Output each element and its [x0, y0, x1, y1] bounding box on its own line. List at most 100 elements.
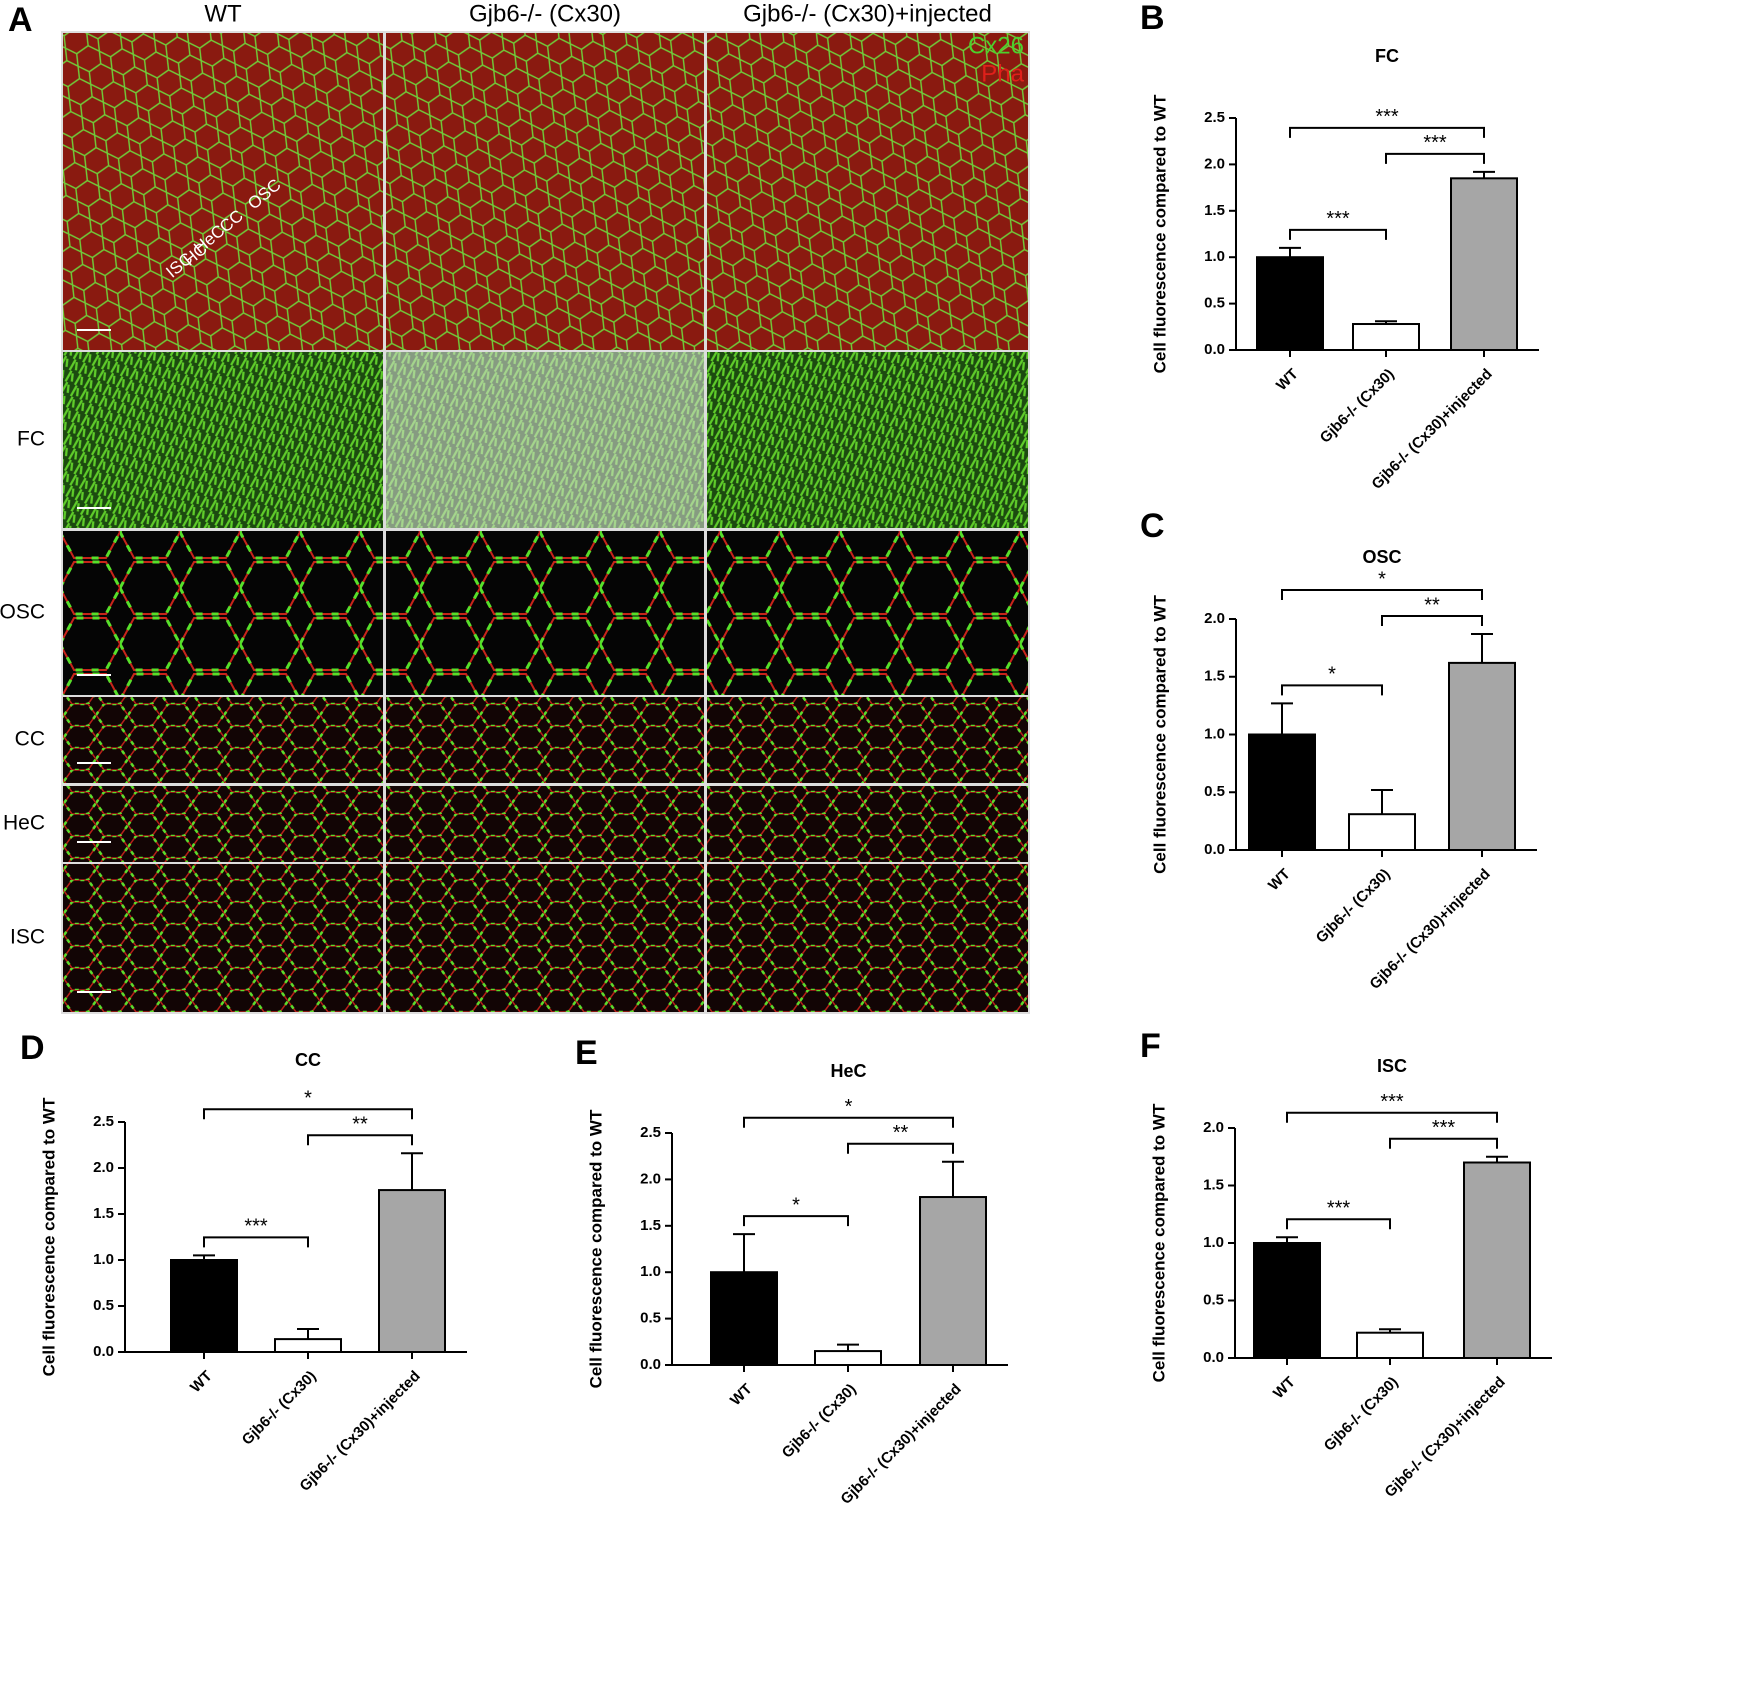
bar: [1448, 661, 1516, 852]
y-tick-label: 2.5: [1204, 109, 1225, 126]
x-tick-label: WT: [1273, 366, 1302, 395]
micrograph: [707, 531, 1028, 695]
significance-bracket: [1281, 589, 1483, 601]
x-tick-label: Gjb6-/- (Cx30): [1317, 366, 1398, 447]
bar: [710, 1271, 778, 1366]
y-tick-label: 0.5: [93, 1297, 114, 1314]
column-header: Gjb6-/- (Cx30): [469, 0, 621, 27]
significance-label: *: [792, 1194, 800, 1216]
panel-letter: F: [1140, 1027, 1161, 1065]
significance-label: ***: [1423, 132, 1447, 154]
micrograph: [63, 697, 383, 783]
micrograph: [386, 864, 704, 1012]
micrograph: [63, 864, 383, 1012]
y-tick-label: 0.5: [1203, 1291, 1224, 1308]
column-header: Gjb6-/- (Cx30)+injected: [743, 0, 992, 27]
bar: [814, 1350, 882, 1366]
y-axis-label: Cell fluorescence compared to WT: [39, 1097, 58, 1376]
x-tick-label: Gjb6-/- (Cx30)+injected: [837, 1381, 964, 1508]
y-tick-label: 2.5: [640, 1124, 661, 1141]
chart-title: HeC: [830, 1061, 866, 1081]
significance-bracket: [1286, 1111, 1498, 1123]
y-axis-label: Cell fluorescence compared to WT: [1150, 94, 1169, 373]
chart-title: FC: [1375, 46, 1399, 66]
row-label: HeC: [3, 812, 45, 835]
chart-title: CC: [295, 1050, 321, 1070]
micrograph: [386, 531, 704, 695]
panel-letter: E: [575, 1034, 598, 1072]
significance-bracket: [1286, 1218, 1391, 1230]
y-tick-label: 0.0: [640, 1356, 661, 1373]
x-tick-label: Gjb6-/- (Cx30): [1321, 1374, 1402, 1455]
bar: [1450, 177, 1518, 351]
significance-bracket: [847, 1142, 954, 1154]
significance-label: **: [352, 1114, 368, 1136]
bar: [1253, 1242, 1321, 1359]
significance-bracket: [743, 1215, 849, 1227]
significance-bracket: [1289, 228, 1387, 240]
bar: [1352, 323, 1420, 351]
chart-title: ISC: [1377, 1056, 1407, 1076]
y-tick-label: 2.5: [93, 1113, 114, 1130]
y-tick-label: 0.0: [1204, 341, 1225, 358]
significance-bracket: [1381, 615, 1483, 627]
bar: [919, 1196, 987, 1366]
bar: [1248, 733, 1316, 851]
bar: [1356, 1331, 1424, 1359]
bar: [1463, 1161, 1531, 1359]
y-tick-label: 1.0: [1203, 1234, 1224, 1251]
significance-label: ***: [1327, 1198, 1351, 1220]
significance-label: ***: [1375, 106, 1399, 128]
significance-bracket: [203, 1236, 309, 1248]
significance-bracket: [1281, 684, 1383, 696]
x-tick-label: WT: [727, 1381, 756, 1410]
chart-title: OSC: [1362, 547, 1401, 567]
y-tick-label: 1.0: [93, 1251, 114, 1268]
y-tick-label: 1.5: [93, 1205, 114, 1222]
micrograph: [707, 33, 1028, 350]
y-tick-label: 0.5: [640, 1310, 661, 1327]
bar: [170, 1259, 238, 1353]
significance-bracket: [743, 1116, 954, 1128]
y-tick-label: 1.5: [640, 1217, 661, 1234]
panel-letter: C: [1140, 507, 1165, 545]
column-header: WT: [204, 0, 242, 27]
bar: [1256, 256, 1324, 352]
micrograph: [386, 786, 704, 862]
row-label: CC: [15, 728, 45, 751]
significance-bracket: [203, 1108, 413, 1120]
y-axis-label: Cell fluorescence compared to WT: [1149, 1103, 1168, 1382]
significance-label: *: [1328, 664, 1336, 686]
micrograph: [707, 864, 1028, 1012]
significance-bracket: [1385, 152, 1485, 164]
y-tick-label: 2.0: [1204, 610, 1225, 627]
y-tick-label: 1.5: [1203, 1176, 1224, 1193]
y-tick-label: 0.0: [1203, 1349, 1224, 1366]
bar: [274, 1338, 342, 1353]
micrograph: [707, 786, 1028, 862]
y-tick-label: 2.0: [93, 1159, 114, 1176]
y-tick-label: 1.0: [1204, 248, 1225, 265]
micrograph: [386, 697, 704, 783]
micrograph: [63, 352, 383, 528]
significance-label: ***: [1432, 1117, 1456, 1139]
significance-label: ***: [1326, 208, 1350, 230]
y-tick-label: 0.5: [1204, 295, 1225, 312]
x-tick-label: Gjb6-/- (Cx30)+injected: [296, 1368, 423, 1495]
x-tick-label: Gjb6-/- (Cx30): [779, 1381, 860, 1462]
x-tick-label: Gjb6-/- (Cx30): [239, 1368, 320, 1449]
micrograph: [707, 352, 1028, 528]
micrograph: [707, 697, 1028, 783]
y-tick-label: 1.5: [1204, 668, 1225, 685]
x-tick-label: Gjb6-/- (Cx30)+injected: [1381, 1374, 1508, 1501]
x-tick-label: WT: [1265, 866, 1294, 895]
row-label: ISC: [10, 926, 45, 949]
y-axis-label: Cell fluorescence compared to WT: [1150, 595, 1169, 874]
x-tick-label: WT: [1270, 1374, 1299, 1403]
panel-letter: D: [20, 1029, 45, 1067]
bar: [378, 1189, 446, 1353]
micrograph: [63, 531, 383, 695]
y-tick-label: 1.0: [1204, 725, 1225, 742]
legend-entry: Cx26: [968, 32, 1024, 59]
